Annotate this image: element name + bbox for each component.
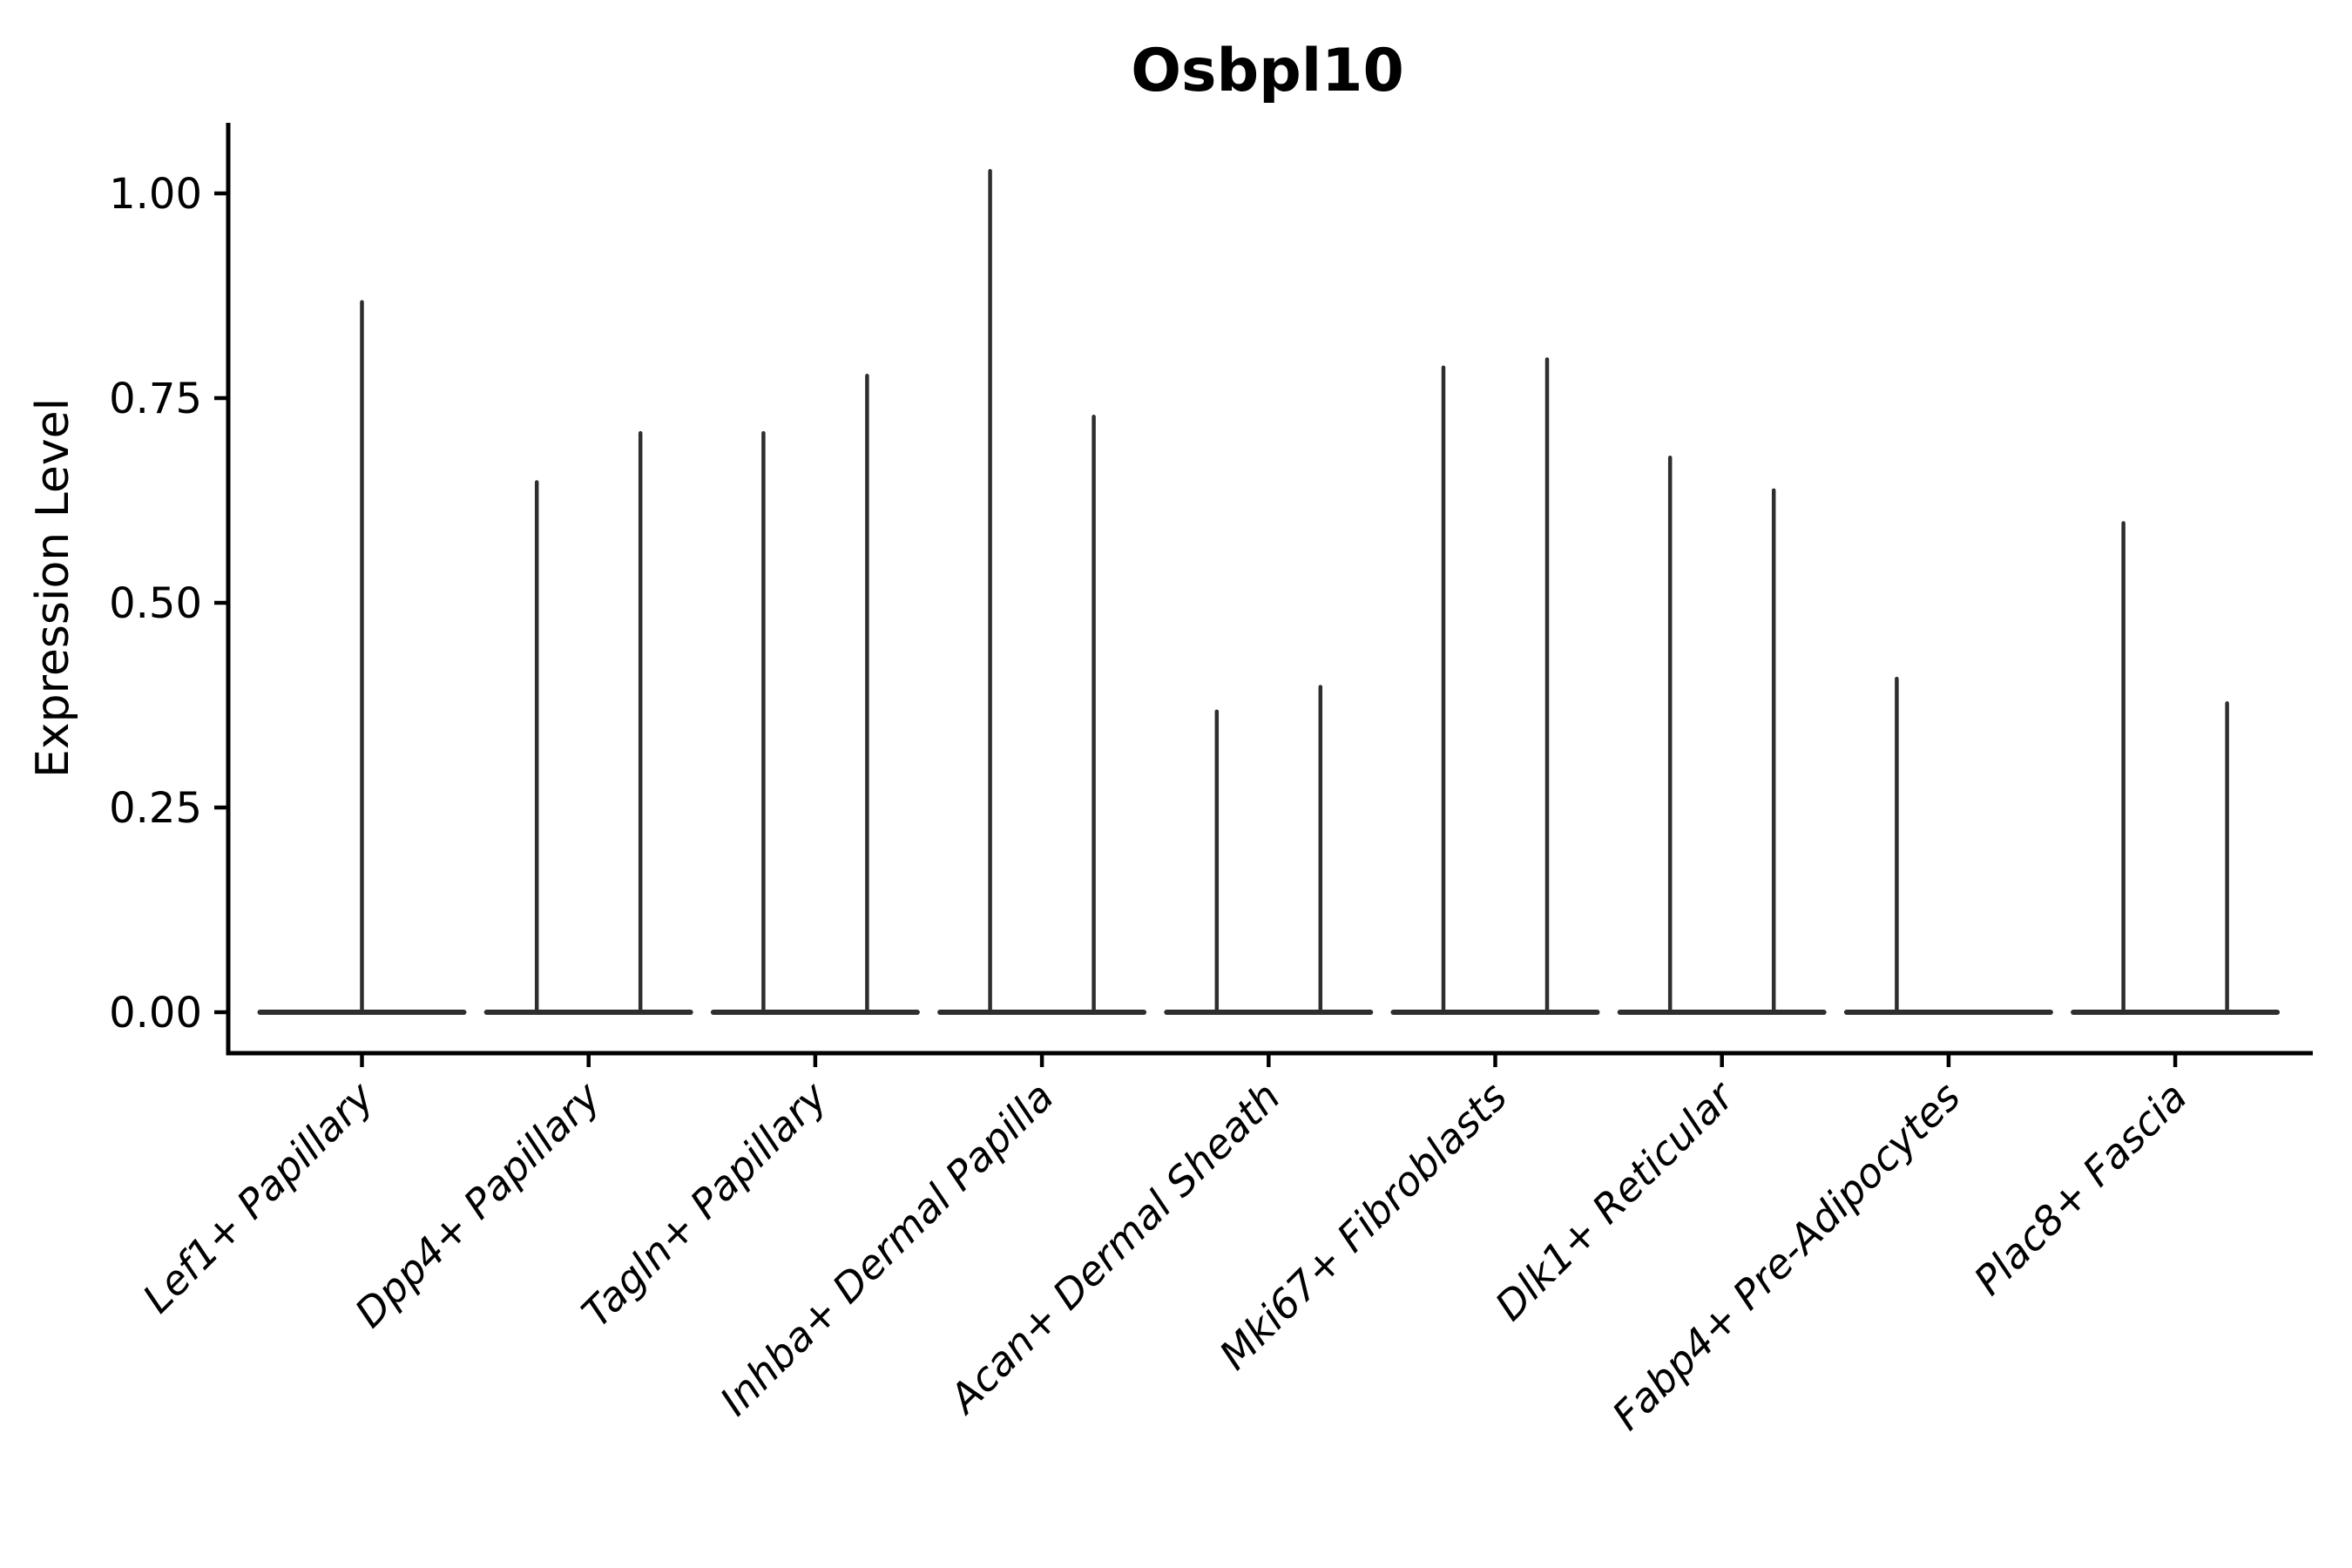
y-axis-label: Expression Level [27,398,79,778]
y-tick-label: 1.00 [109,170,202,219]
y-tick-label: 0.00 [109,989,202,1037]
y-tick-label: 0.25 [109,784,202,833]
axes-layer: 0.00 0.25 0.50 0.75 1.00 Lef1+ PapillaryDpp4+… [109,123,2313,1439]
violin-layer [257,169,2281,1015]
x-tick-label: Lef1+ Papillary [133,1072,382,1321]
chart-title: Osbpl10 [1131,37,1404,105]
y-tick-label: 0.50 [109,579,202,628]
y-tick-label: 0.75 [109,375,202,423]
x-tick-label: Plac8+ Fascia [1964,1073,2195,1304]
x-tick-label: Dlk1+ Reticular [1486,1071,1745,1329]
x-tick-label: Dpp4+ Papillary [346,1072,610,1336]
x-tick-label: Tagln+ Papillary [572,1072,836,1336]
